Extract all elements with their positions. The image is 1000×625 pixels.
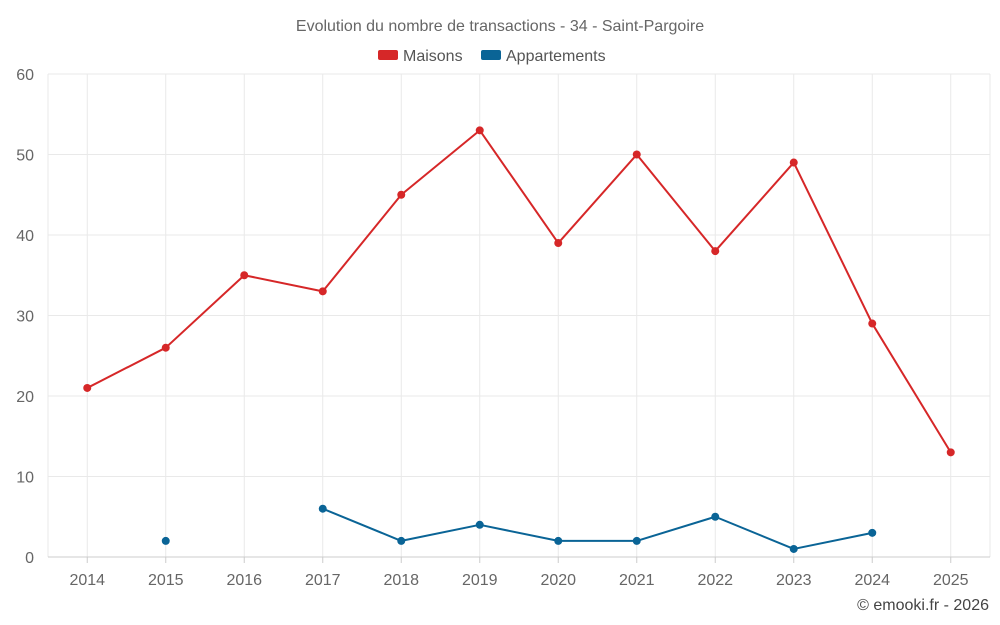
data-point[interactable] xyxy=(240,271,249,280)
y-tick-label: 50 xyxy=(16,148,34,165)
data-point[interactable] xyxy=(83,383,92,392)
data-point[interactable] xyxy=(397,190,406,199)
data-point[interactable] xyxy=(789,158,798,167)
x-tick-label: 2017 xyxy=(305,572,341,589)
legend-swatch-maisons xyxy=(378,50,398,60)
series-layer xyxy=(83,126,955,553)
x-tick-label: 2018 xyxy=(383,572,419,589)
data-point[interactable] xyxy=(868,319,877,328)
x-tick-label: 2023 xyxy=(776,572,812,589)
data-point[interactable] xyxy=(318,504,327,513)
x-axis-ticks: 2014 2015 2016 2017 2018 2019 2020 2021 2022 2023… xyxy=(69,557,969,589)
data-point[interactable] xyxy=(161,536,170,545)
data-point[interactable] xyxy=(946,448,955,457)
legend-swatch-appartements xyxy=(481,50,501,60)
x-tick-label: 2022 xyxy=(697,572,733,589)
data-point[interactable] xyxy=(711,512,720,521)
x-tick-label: 2015 xyxy=(148,572,184,589)
x-tick-label: 2021 xyxy=(619,572,655,589)
x-tick-label: 2020 xyxy=(540,572,576,589)
series-maisons xyxy=(83,126,955,457)
data-point[interactable] xyxy=(475,520,484,529)
data-point[interactable] xyxy=(397,536,406,545)
data-point[interactable] xyxy=(475,126,484,135)
y-axis-ticks: 0 10 20 30 40 50 60 xyxy=(16,67,34,567)
data-point[interactable] xyxy=(161,343,170,352)
series-appartements xyxy=(161,504,877,553)
y-tick-label: 60 xyxy=(16,67,34,84)
x-tick-label: 2025 xyxy=(933,572,969,589)
chart-title: Evolution du nombre de transactions - 34… xyxy=(296,18,704,35)
series-line xyxy=(322,507,873,550)
data-point[interactable] xyxy=(632,536,641,545)
legend: Maisons Appartements xyxy=(378,48,606,65)
data-point[interactable] xyxy=(318,287,327,296)
data-point[interactable] xyxy=(711,247,720,256)
legend-label-maisons[interactable]: Maisons xyxy=(403,48,463,65)
x-tick-label: 2024 xyxy=(854,572,890,589)
series-line xyxy=(86,129,952,453)
y-tick-label: 20 xyxy=(16,389,34,406)
data-point[interactable] xyxy=(632,150,641,159)
x-tick-label: 2016 xyxy=(226,572,262,589)
y-tick-label: 30 xyxy=(16,309,34,326)
x-tick-label: 2019 xyxy=(462,572,498,589)
y-tick-label: 10 xyxy=(16,470,34,487)
data-point[interactable] xyxy=(554,239,563,248)
grid-lines xyxy=(47,73,991,558)
data-point[interactable] xyxy=(554,536,563,545)
y-tick-label: 0 xyxy=(25,550,34,567)
y-tick-label: 40 xyxy=(16,228,34,245)
data-point[interactable] xyxy=(868,528,877,537)
legend-label-appartements[interactable]: Appartements xyxy=(506,48,606,65)
credit-text: © emooki.fr - 2026 xyxy=(857,597,989,614)
x-tick-label: 2014 xyxy=(69,572,105,589)
data-point[interactable] xyxy=(789,544,798,553)
